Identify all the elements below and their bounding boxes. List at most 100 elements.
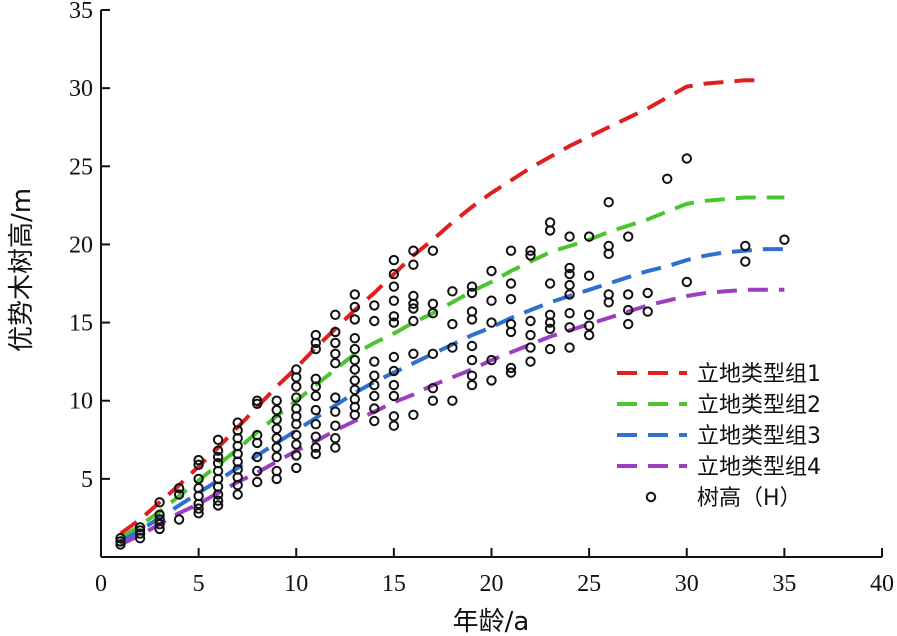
data-point xyxy=(212,500,224,511)
y-tick-label: 30 xyxy=(69,76,93,102)
data-point xyxy=(544,217,556,228)
data-point xyxy=(564,308,575,319)
data-point xyxy=(154,523,165,535)
data-point xyxy=(525,250,536,261)
data-point xyxy=(603,197,614,208)
data-point xyxy=(466,281,478,292)
y-tick-label: 35 xyxy=(69,0,93,24)
data-point xyxy=(662,173,673,185)
data-point xyxy=(252,395,263,406)
data-point xyxy=(505,318,517,330)
y-tick-label: 20 xyxy=(69,232,93,258)
legend-label-2: 立地类型组2 xyxy=(697,393,821,418)
data-point xyxy=(564,342,575,353)
data-point xyxy=(525,342,536,353)
data-point xyxy=(447,342,458,353)
data-point xyxy=(173,489,185,500)
data-point xyxy=(505,245,517,256)
x-tick-label: 30 xyxy=(675,571,699,597)
data-point xyxy=(408,245,419,256)
data-point xyxy=(408,409,419,420)
data-point xyxy=(388,420,400,431)
data-point xyxy=(173,514,185,525)
data-point xyxy=(134,522,146,533)
data-point xyxy=(505,293,517,305)
data-point xyxy=(505,278,517,289)
data-point xyxy=(603,289,614,300)
series-line-1 xyxy=(119,78,765,536)
data-point xyxy=(330,406,341,417)
data-point xyxy=(388,295,400,306)
data-point xyxy=(173,483,185,494)
data-point xyxy=(466,306,478,317)
y-tick-label: 10 xyxy=(69,389,93,415)
data-point xyxy=(408,290,419,302)
x-tick-label: 35 xyxy=(772,571,796,597)
x-tick-label: 5 xyxy=(193,571,205,597)
data-point xyxy=(330,442,341,453)
data-point xyxy=(486,295,497,306)
series-line-4 xyxy=(119,287,785,547)
data-point xyxy=(447,286,458,297)
data-point xyxy=(388,281,400,292)
series-line-3 xyxy=(119,247,785,544)
data-point xyxy=(388,379,400,391)
data-point xyxy=(310,343,321,355)
data-point xyxy=(115,536,126,547)
data-point xyxy=(212,458,224,469)
data-point xyxy=(466,379,478,391)
data-point xyxy=(583,309,595,320)
data-point xyxy=(388,317,400,328)
data-point xyxy=(388,390,400,402)
x-tick-label: 25 xyxy=(577,571,601,597)
data-point xyxy=(525,245,536,256)
data-point xyxy=(369,403,380,414)
data-point xyxy=(427,245,439,256)
data-point xyxy=(447,318,458,330)
data-point xyxy=(330,309,341,320)
data-point xyxy=(369,370,380,381)
series-lines xyxy=(119,78,785,547)
data-point xyxy=(212,495,224,506)
data-point xyxy=(349,394,360,405)
data-point xyxy=(681,153,692,164)
data-point xyxy=(193,473,204,485)
data-point xyxy=(310,431,321,442)
data-point xyxy=(427,395,439,406)
data-point xyxy=(271,433,282,444)
data-point xyxy=(310,329,321,341)
x-tick-label: 0 xyxy=(95,571,107,597)
data-point xyxy=(310,448,321,460)
data-point xyxy=(388,365,400,377)
x-tick-label: 20 xyxy=(480,571,504,597)
data-point xyxy=(388,254,400,266)
data-point xyxy=(349,375,360,386)
data-point xyxy=(466,287,478,299)
x-tick-label: 10 xyxy=(284,571,308,597)
data-point xyxy=(212,434,224,445)
legend-label-1: 立地类型组1 xyxy=(697,362,821,387)
data-point xyxy=(193,459,204,470)
axes: 0 5 10 15 20 25 30 35 40 5 10 15 20 25 30 35 xyxy=(69,0,894,597)
data-point xyxy=(115,533,126,544)
data-point xyxy=(564,231,575,242)
data-point xyxy=(623,231,634,242)
data-point xyxy=(310,419,321,430)
data-point xyxy=(193,454,204,466)
data-point xyxy=(349,314,360,325)
data-point xyxy=(564,279,575,291)
data-point xyxy=(369,415,380,427)
data-point xyxy=(564,262,575,274)
legend: 立地类型组1 立地类型组2 立地类型组3 立地类型组4 树高（H） xyxy=(617,362,821,511)
data-point xyxy=(349,343,360,355)
data-point xyxy=(681,276,692,288)
data-point xyxy=(349,289,360,300)
data-point xyxy=(544,343,556,355)
data-point xyxy=(330,433,341,444)
data-point xyxy=(212,451,224,463)
data-point xyxy=(486,265,497,277)
data-point xyxy=(291,439,302,450)
data-point xyxy=(291,392,302,403)
data-point xyxy=(232,417,243,428)
